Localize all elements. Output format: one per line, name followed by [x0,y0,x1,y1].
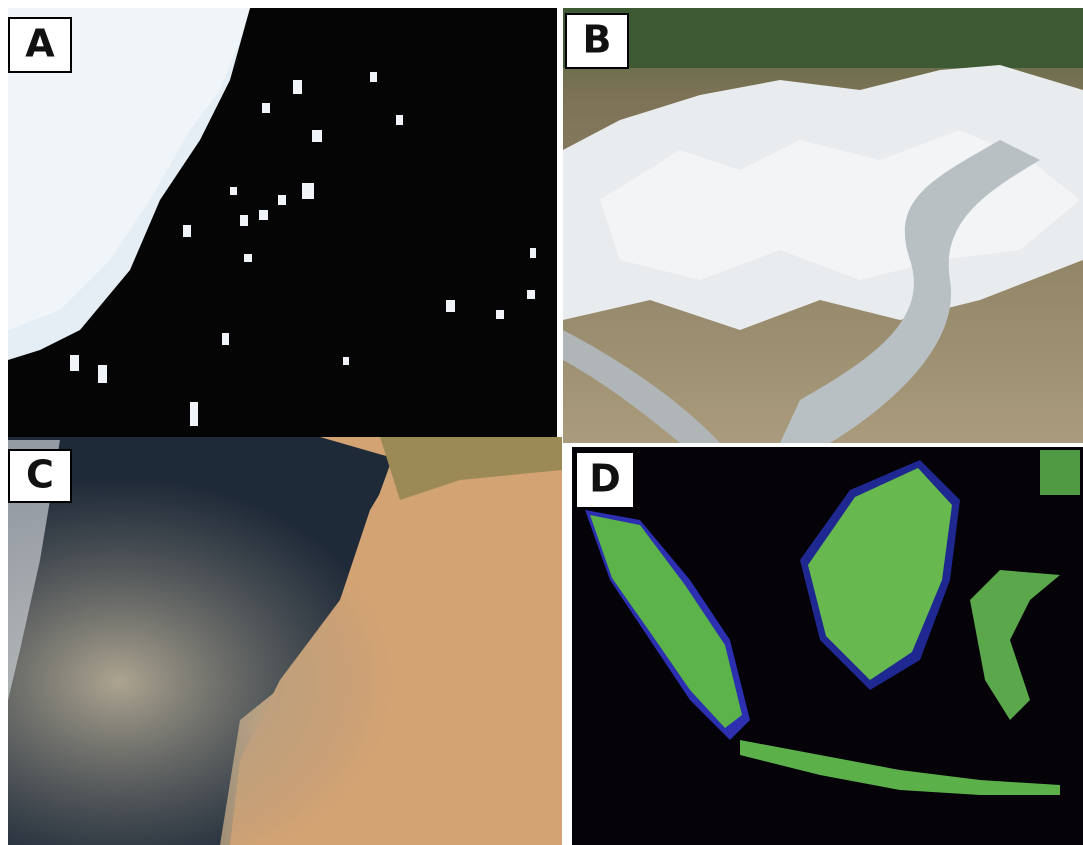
label-c: C [8,449,72,503]
panel-c [8,437,562,845]
panel-label: D [589,457,621,501]
panel-d [572,447,1083,845]
label-d: D [575,451,635,509]
panel-label: B [583,18,612,62]
panel-label: C [26,453,54,497]
label-a: A [8,17,72,73]
label-b: B [565,13,629,69]
panel-label: A [25,22,55,66]
panel-a [8,8,557,437]
panel-b [563,8,1083,443]
